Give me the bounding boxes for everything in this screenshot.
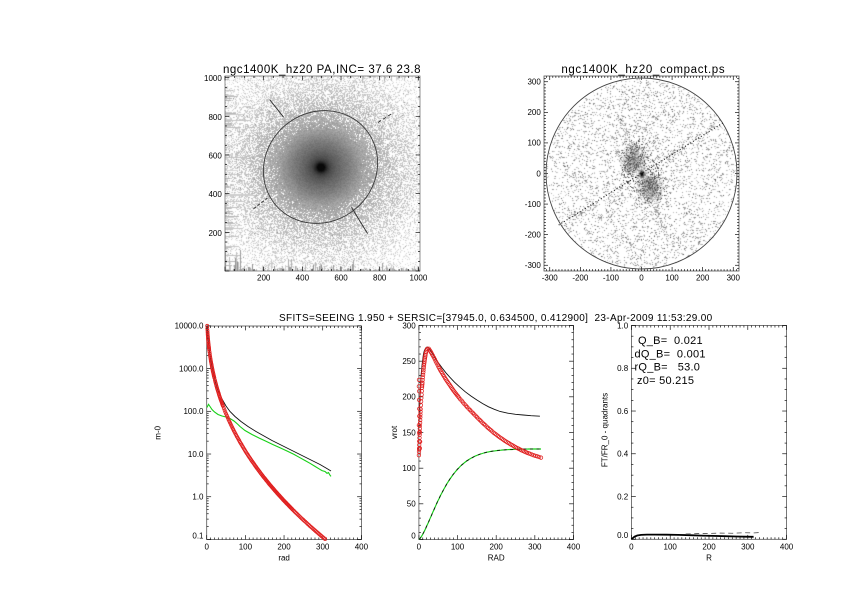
svg-text:50: 50	[407, 500, 416, 509]
svg-text:0.6: 0.6	[617, 407, 629, 416]
svg-text:200: 200	[277, 543, 291, 552]
svg-text:200: 200	[696, 274, 710, 283]
svg-text:400: 400	[567, 543, 581, 552]
svg-text:FT/FR_0 - quadrants: FT/FR_0 - quadrants	[601, 393, 610, 467]
svg-text:ngc1400K_hz20 PA,INC= 37.6 23.: ngc1400K_hz20 PA,INC= 37.6 23.8	[223, 64, 421, 76]
svg-text:100: 100	[665, 274, 679, 283]
svg-text:100: 100	[239, 543, 253, 552]
svg-text:100: 100	[402, 464, 416, 473]
svg-text:-100: -100	[525, 200, 542, 209]
svg-text:400: 400	[355, 543, 369, 552]
svg-text:1.0: 1.0	[192, 493, 204, 502]
svg-text:200: 200	[702, 543, 716, 552]
svg-text:300: 300	[316, 543, 330, 552]
svg-text:300: 300	[402, 321, 416, 330]
svg-text:0: 0	[629, 543, 634, 552]
svg-text:0: 0	[639, 274, 644, 283]
svg-text:300: 300	[741, 543, 755, 552]
svg-text:150: 150	[402, 428, 416, 437]
svg-text:600: 600	[208, 152, 222, 161]
svg-text:dQ_B= 0.001: dQ_B= 0.001	[635, 348, 706, 360]
svg-text:200: 200	[490, 543, 504, 552]
svg-text:100: 100	[664, 543, 678, 552]
svg-text:300: 300	[727, 274, 741, 283]
svg-text:100: 100	[527, 139, 541, 148]
svg-text:R: R	[706, 554, 712, 563]
svg-text:1000.0: 1000.0	[179, 364, 204, 373]
svg-text:200: 200	[527, 108, 541, 117]
svg-text:-200: -200	[572, 274, 589, 283]
svg-text:0: 0	[204, 543, 209, 552]
svg-text:400: 400	[208, 190, 222, 199]
svg-text:1.0: 1.0	[617, 321, 629, 330]
svg-text:0: 0	[536, 169, 541, 178]
svg-text:SFITS=SEEING 1.950 + SERSIC=[3: SFITS=SEEING 1.950 + SERSIC=[37945.0, 0.…	[279, 313, 713, 324]
svg-text:rad: rad	[278, 554, 290, 563]
svg-text:800: 800	[373, 274, 387, 283]
svg-text:Q_B= 0.021: Q_B= 0.021	[638, 335, 703, 347]
svg-text:100: 100	[451, 543, 465, 552]
svg-text:-300: -300	[525, 261, 542, 270]
svg-text:-200: -200	[525, 230, 542, 239]
svg-text:0.4: 0.4	[617, 450, 629, 459]
svg-text:-300: -300	[542, 274, 559, 283]
svg-text:300: 300	[528, 543, 542, 552]
svg-text:m-0: m-0	[154, 425, 163, 439]
svg-text:200: 200	[402, 393, 416, 402]
svg-text:0.8: 0.8	[617, 364, 629, 373]
svg-text:800: 800	[208, 113, 222, 122]
svg-text:0: 0	[411, 531, 416, 540]
svg-text:-100: -100	[603, 274, 620, 283]
svg-text:0.1: 0.1	[192, 531, 204, 540]
svg-text:200: 200	[257, 274, 271, 283]
svg-text:1000: 1000	[204, 74, 222, 83]
svg-text:0.0: 0.0	[617, 531, 629, 540]
svg-text:0.2: 0.2	[617, 492, 629, 501]
svg-text:250: 250	[402, 357, 416, 366]
svg-text:300: 300	[527, 78, 541, 87]
svg-text:vrot: vrot	[390, 425, 399, 439]
svg-text:10.0: 10.0	[188, 450, 204, 459]
svg-text:200: 200	[208, 229, 222, 238]
svg-text:RAD: RAD	[488, 554, 505, 563]
svg-text:600: 600	[334, 274, 348, 283]
svg-text:rQ_B= 53.0: rQ_B= 53.0	[635, 362, 701, 374]
svg-text:100.0: 100.0	[183, 407, 204, 416]
svg-text:1000: 1000	[410, 274, 428, 283]
svg-text:400: 400	[780, 543, 794, 552]
svg-text:0: 0	[417, 543, 422, 552]
svg-text:400: 400	[296, 274, 310, 283]
svg-text:ngc1400K_hz20_compact.ps: ngc1400K_hz20_compact.ps	[561, 64, 725, 76]
svg-text:10000.0: 10000.0	[175, 322, 204, 331]
svg-text:z0= 50.215: z0= 50.215	[637, 375, 694, 387]
